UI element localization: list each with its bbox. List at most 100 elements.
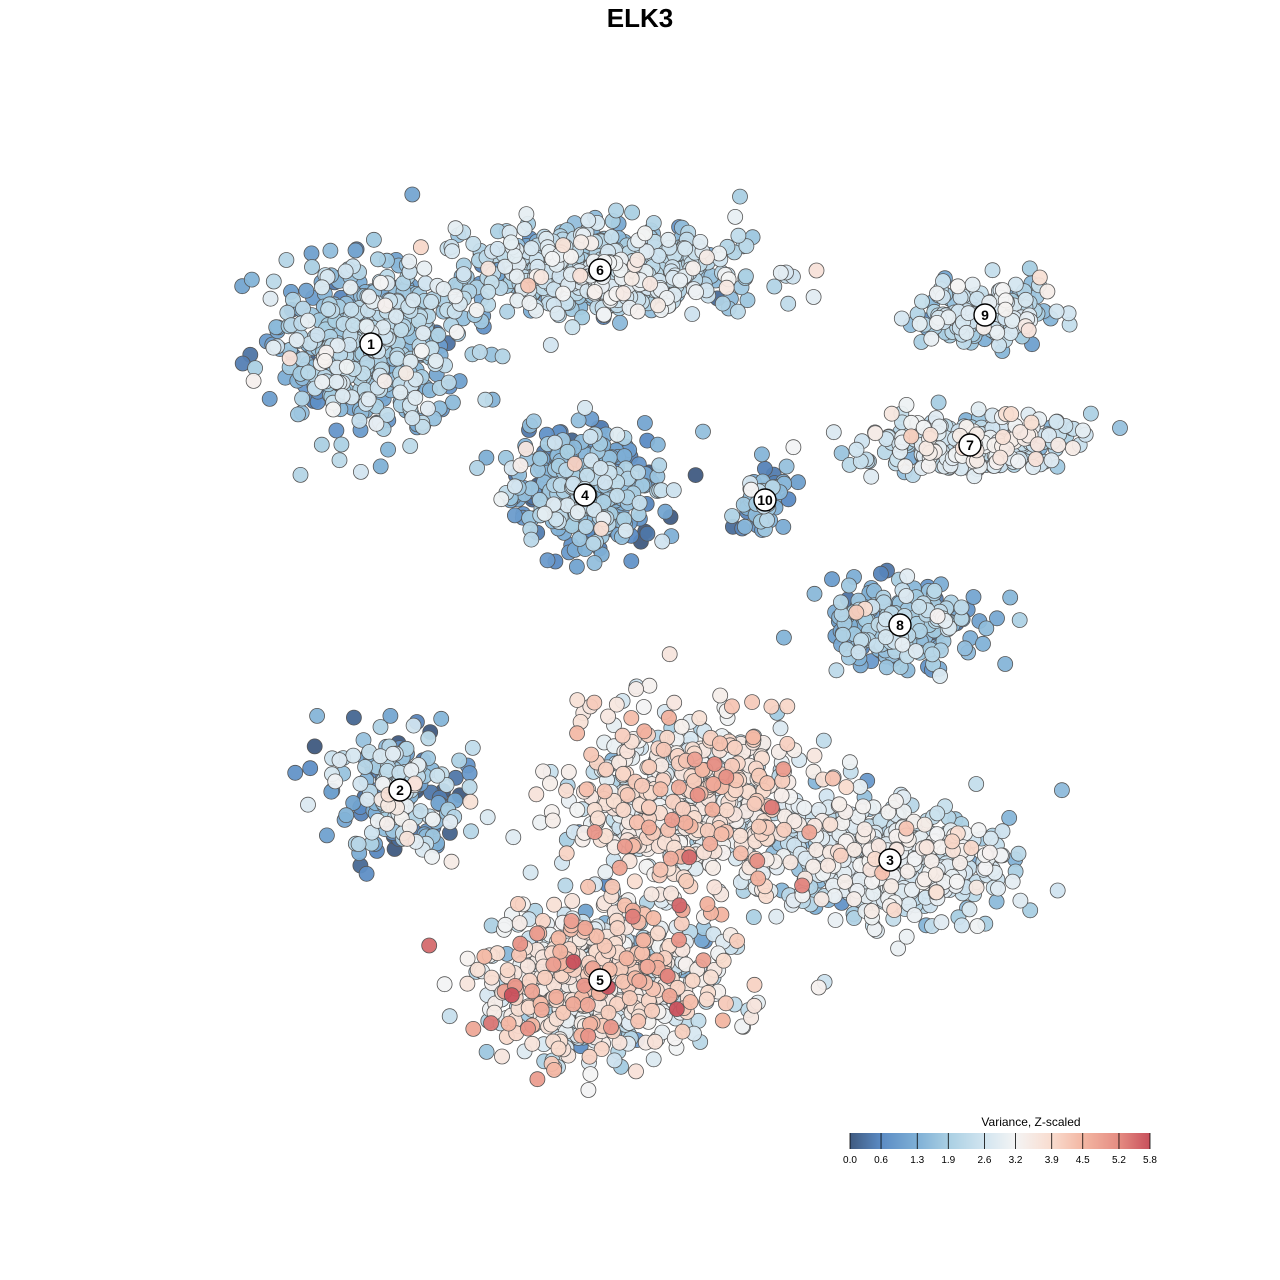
data-point xyxy=(331,752,348,768)
data-point xyxy=(763,698,780,715)
data-point xyxy=(699,822,716,839)
data-point xyxy=(1001,810,1018,826)
data-point xyxy=(1031,269,1048,286)
data-point xyxy=(265,273,282,290)
data-point xyxy=(763,799,780,816)
data-point xyxy=(468,302,485,319)
data-point xyxy=(583,746,600,763)
data-point xyxy=(661,709,677,726)
data-point xyxy=(911,598,927,615)
cluster-label-7: 7 xyxy=(958,433,982,457)
data-point xyxy=(678,873,695,889)
data-point xyxy=(560,764,577,780)
data-point xyxy=(677,814,694,831)
data-point xyxy=(566,455,583,472)
data-point xyxy=(550,930,567,947)
data-point xyxy=(570,412,587,429)
data-point xyxy=(333,436,350,453)
data-point xyxy=(751,818,767,835)
cluster-label-text: 8 xyxy=(896,617,904,633)
data-point xyxy=(314,374,331,391)
data-point xyxy=(629,303,646,320)
data-point xyxy=(922,426,939,443)
data-point xyxy=(969,918,986,934)
data-point xyxy=(345,709,362,726)
data-point xyxy=(673,915,690,932)
data-point xyxy=(424,848,440,865)
data-point xyxy=(441,1008,458,1025)
data-point xyxy=(521,295,538,312)
data-point xyxy=(352,463,369,480)
data-point xyxy=(577,920,594,936)
data-point xyxy=(368,415,385,432)
data-point xyxy=(480,283,497,300)
data-point xyxy=(810,979,827,996)
data-point xyxy=(649,436,666,453)
data-point xyxy=(477,391,494,408)
data-point xyxy=(833,445,850,462)
data-point xyxy=(654,533,671,550)
cluster-label-8: 8 xyxy=(888,613,912,637)
data-point xyxy=(245,372,262,389)
data-point xyxy=(684,306,701,323)
data-point xyxy=(824,571,840,588)
data-point xyxy=(666,694,683,711)
data-point xyxy=(737,518,753,535)
data-point xyxy=(507,507,523,524)
data-point xyxy=(372,274,389,291)
data-point xyxy=(718,995,734,1012)
data-point xyxy=(724,508,740,524)
data-point xyxy=(842,754,858,771)
data-point xyxy=(461,765,478,782)
data-point xyxy=(503,987,520,1004)
data-point xyxy=(462,793,479,810)
data-point xyxy=(833,594,849,611)
data-point xyxy=(705,860,721,876)
data-point xyxy=(571,531,588,547)
data-point xyxy=(692,233,709,250)
data-point xyxy=(916,816,933,833)
data-point xyxy=(746,997,763,1014)
data-point xyxy=(405,717,422,734)
colorbar-tick-label: 1.3 xyxy=(910,1155,924,1166)
data-point xyxy=(1075,422,1091,439)
data-point xyxy=(928,884,945,901)
data-point xyxy=(334,388,351,404)
data-point xyxy=(975,635,991,652)
data-point xyxy=(533,269,550,286)
data-point xyxy=(261,390,278,407)
data-point xyxy=(533,1002,550,1018)
data-point xyxy=(933,914,950,931)
data-point xyxy=(377,297,394,314)
data-point xyxy=(578,519,594,535)
data-point xyxy=(402,438,419,454)
colorbar-legend: Variance, Z-scaled 0.0 0.6 1.3 1.9 2.6 3.2 3.9… xyxy=(843,1115,1157,1166)
data-point xyxy=(430,327,447,343)
data-point xyxy=(628,1063,644,1080)
data-point xyxy=(724,698,740,715)
data-point xyxy=(657,503,674,520)
data-point xyxy=(766,278,783,295)
data-point xyxy=(899,863,916,880)
data-point xyxy=(532,450,548,467)
data-point xyxy=(442,814,459,830)
data-point xyxy=(524,1035,541,1052)
data-point xyxy=(682,994,699,1010)
data-point xyxy=(604,878,621,895)
data-point xyxy=(537,969,553,986)
colorbar-tick-label: 5.8 xyxy=(1143,1155,1157,1166)
data-point xyxy=(750,870,766,887)
data-point xyxy=(580,212,597,229)
data-point xyxy=(780,295,797,312)
data-point xyxy=(898,820,915,837)
data-point xyxy=(746,976,763,993)
data-point xyxy=(429,767,446,784)
data-point xyxy=(1083,405,1099,422)
data-point xyxy=(850,644,867,661)
data-point xyxy=(573,234,589,251)
data-point xyxy=(1003,406,1020,423)
data-point xyxy=(404,410,421,427)
data-point xyxy=(886,902,903,918)
data-point xyxy=(944,833,961,850)
data-point xyxy=(846,891,862,908)
